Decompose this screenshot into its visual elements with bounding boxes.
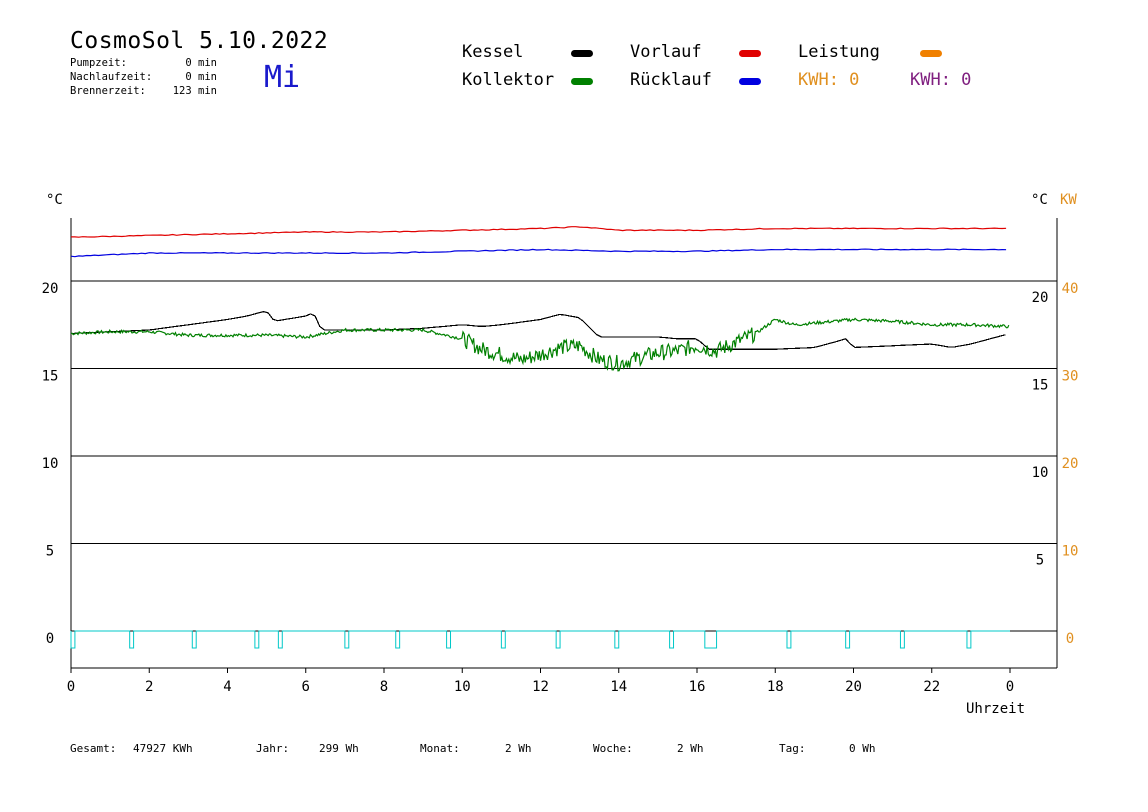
x-tick-label: 18 [767,679,784,695]
legend-label-leistung: Leistung [798,42,880,62]
y-tick-label-right-kw: 0 [1066,631,1074,647]
x-tick-label: 8 [380,679,388,695]
left-unit: °C [46,192,63,208]
legend-label-ruecklauf: Rücklauf [630,70,712,90]
legend-swatch-leistung [920,50,942,57]
legend-swatch-vorlauf [739,50,761,57]
y-tick-label-right-c: 15 [1032,378,1049,394]
y-tick-label-right-c: 5 [1036,553,1044,569]
x-tick-label: 0 [67,679,75,695]
x-axis-label: Uhrzeit [966,701,1026,717]
legend-swatch-kollektor [571,78,593,85]
chart-series [70,226,1010,649]
kwh-purple: KWH: 0 [910,70,972,90]
footer-monat-label: Monat: [420,742,460,755]
y-tick-label-right-c: 20 [1032,290,1049,306]
footer-tag-value: 0 Wh [849,742,876,755]
stat-label-pumpzeit: Pumpzeit: [70,57,127,69]
stat-label-brennerzeit: Brennerzeit: [70,85,146,97]
footer-gesamt-value: 47927 KWh [133,742,193,755]
x-tick-label: 4 [223,679,231,695]
legend-swatch-ruecklauf [739,78,761,85]
x-tick-label: 14 [610,679,627,695]
series-kollektor [70,317,1010,372]
stat-label-nachlaufzeit: Nachlaufzeit: [70,71,153,83]
x-tick-label: 2 [145,679,153,695]
legend-label-kessel: Kessel [462,42,524,62]
y-tick-label-right-c: 10 [1032,465,1049,481]
legend-label-kollektor: Kollektor [462,70,555,90]
y-tick-label-left: 0 [46,631,54,647]
kwh-orange: KWH: 0 [798,70,860,90]
y-tick-label-left: 20 [42,281,59,297]
y-tick-label-right-kw: 10 [1062,544,1079,560]
weekday-label: Mi [264,60,301,95]
x-tick-label: 12 [532,679,549,695]
y-tick-label-left: 15 [42,369,59,385]
chart-grid [70,218,1058,669]
x-tick-label: 10 [454,679,471,695]
stat-value-brennerzeit: 123 min [172,85,217,97]
footer-gesamt-label: Gesamt: [70,742,117,755]
legend-swatch-kessel [571,50,593,57]
right-unit-kw: KW [1060,192,1077,208]
footer-woche-label: Woche: [593,742,633,755]
y-tick-label-right-kw: 20 [1062,456,1079,472]
x-tick-label: 6 [302,679,310,695]
y-tick-label-right-kw: 30 [1062,369,1079,385]
y-tick-label-left: 10 [42,456,59,472]
footer-jahr-value: 299 Wh [319,742,359,755]
x-tick-label: 20 [845,679,862,695]
legend-label-vorlauf: Vorlauf [630,42,702,62]
x-tick-label: 0 [1006,679,1014,695]
right-unit-c: °C [1031,192,1048,208]
series-vorlauf [71,226,1007,238]
page-title: CosmoSol 5.10.2022 [70,28,329,54]
series-rcklauf [70,248,1007,258]
stat-value-nachlaufzeit: 0 min [185,71,217,83]
y-tick-label-right-kw: 40 [1062,281,1079,297]
y-tick-label-left: 5 [46,544,54,560]
stat-value-pumpzeit: 0 min [185,57,217,69]
series-leistung [70,630,1010,649]
footer-woche-value: 2 Wh [677,742,704,755]
x-tick-label: 16 [689,679,706,695]
series-kessel [70,310,1006,350]
x-tick-label: 22 [923,679,940,695]
footer-monat-value: 2 Wh [505,742,532,755]
footer-jahr-label: Jahr: [256,742,290,755]
footer-tag-label: Tag: [779,742,806,755]
chart-ticks: 0 2 4 6 8 10 12 14 16 18 20 22 0 0 5 10 15 20 5 10 15 20 0 10 20… [42,281,1079,695]
